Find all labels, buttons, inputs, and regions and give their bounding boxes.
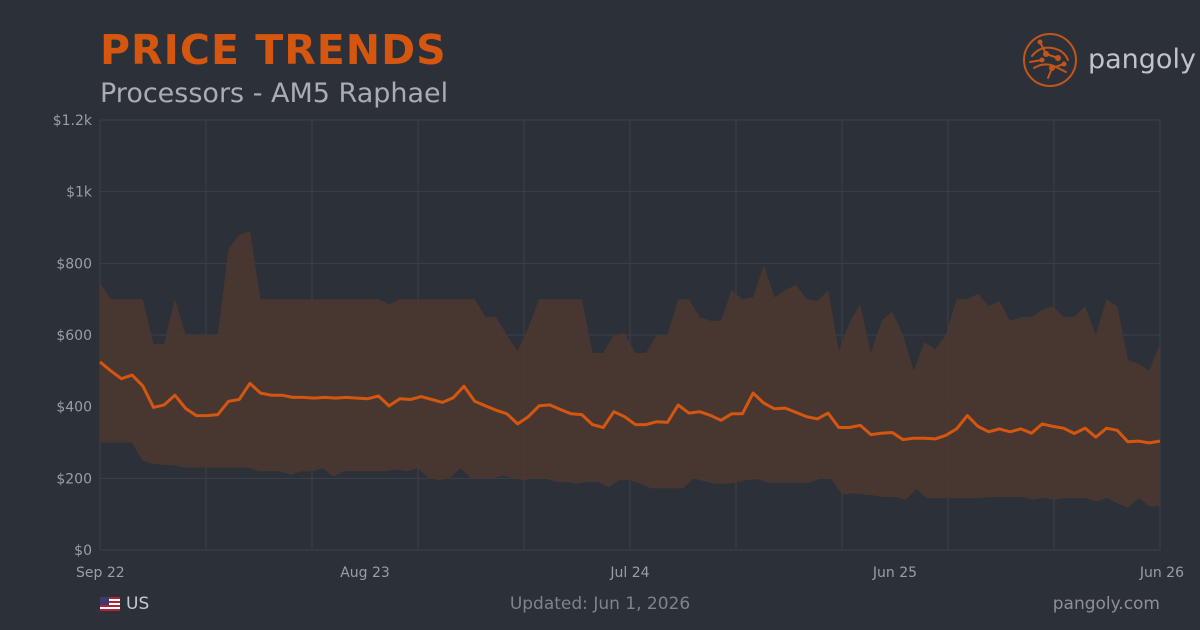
average-price-line [99,360,1161,445]
y-tick-label: $400 [56,400,92,416]
updated-date: Updated: Jun 1, 2026 [509,594,691,614]
x-tick-label: Aug 23 [340,565,390,581]
x-tick-label: Jun 25 [872,565,917,581]
y-tick-label: $200 [56,471,92,487]
x-axis-ticks: Sep 22 Aug 23 Jul 24 Jun 25 Jun 26 [76,565,1184,581]
price-line [99,360,1161,445]
price-range-band [100,231,1160,508]
us-flag-icon [100,597,120,611]
y-axis-ticks: $0 $200 $400 $600 $800 $1k $1.2k [53,113,93,559]
y-tick-label: $0 [74,543,92,559]
x-tick-label: Jul 24 [609,565,649,581]
page-title: PRICE TRENDS [100,26,447,74]
y-tick-label: $1.2k [53,113,93,129]
country-selector[interactable]: US [100,594,149,614]
brand-logo[interactable]: pangoly [1018,28,1196,92]
y-tick-label: $600 [56,328,92,344]
site-link[interactable]: pangoly.com [1052,594,1160,614]
brand-name: pangoly [1088,44,1196,75]
x-tick-label: Sep 22 [76,565,125,581]
country-label: US [126,594,150,614]
price-range-area [100,231,1160,508]
y-tick-label: $1k [66,185,93,201]
chart-subtitle: Processors - AM5 Raphael [100,78,449,109]
circuit-brain-icon [1023,33,1077,87]
y-tick-label: $800 [56,256,92,272]
x-tick-label: Jun 26 [1139,565,1184,581]
